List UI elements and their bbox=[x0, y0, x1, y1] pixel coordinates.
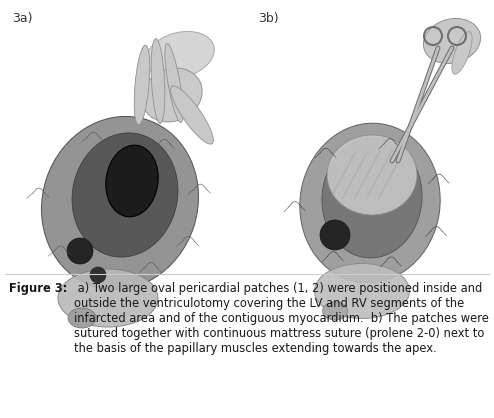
Text: Figure 3:: Figure 3: bbox=[9, 282, 67, 295]
Ellipse shape bbox=[41, 116, 199, 290]
Ellipse shape bbox=[170, 86, 213, 144]
Ellipse shape bbox=[423, 18, 481, 64]
Text: 3b): 3b) bbox=[258, 12, 279, 25]
Ellipse shape bbox=[134, 45, 150, 125]
Ellipse shape bbox=[72, 133, 178, 257]
Text: 3a): 3a) bbox=[12, 12, 33, 25]
Ellipse shape bbox=[323, 302, 347, 320]
Circle shape bbox=[90, 267, 106, 283]
Ellipse shape bbox=[146, 31, 214, 79]
Ellipse shape bbox=[165, 43, 183, 122]
Ellipse shape bbox=[300, 123, 440, 283]
Ellipse shape bbox=[106, 145, 158, 217]
Ellipse shape bbox=[452, 32, 472, 74]
Text: a) Two large oval pericardial patches (1, 2) were positioned inside and outside : a) Two large oval pericardial patches (1… bbox=[74, 282, 489, 355]
Ellipse shape bbox=[322, 138, 422, 258]
Ellipse shape bbox=[58, 269, 158, 327]
Ellipse shape bbox=[315, 263, 410, 319]
Circle shape bbox=[320, 220, 350, 250]
Ellipse shape bbox=[142, 68, 202, 122]
Ellipse shape bbox=[327, 135, 417, 215]
Ellipse shape bbox=[68, 308, 96, 328]
Circle shape bbox=[67, 238, 93, 264]
Ellipse shape bbox=[151, 38, 165, 123]
